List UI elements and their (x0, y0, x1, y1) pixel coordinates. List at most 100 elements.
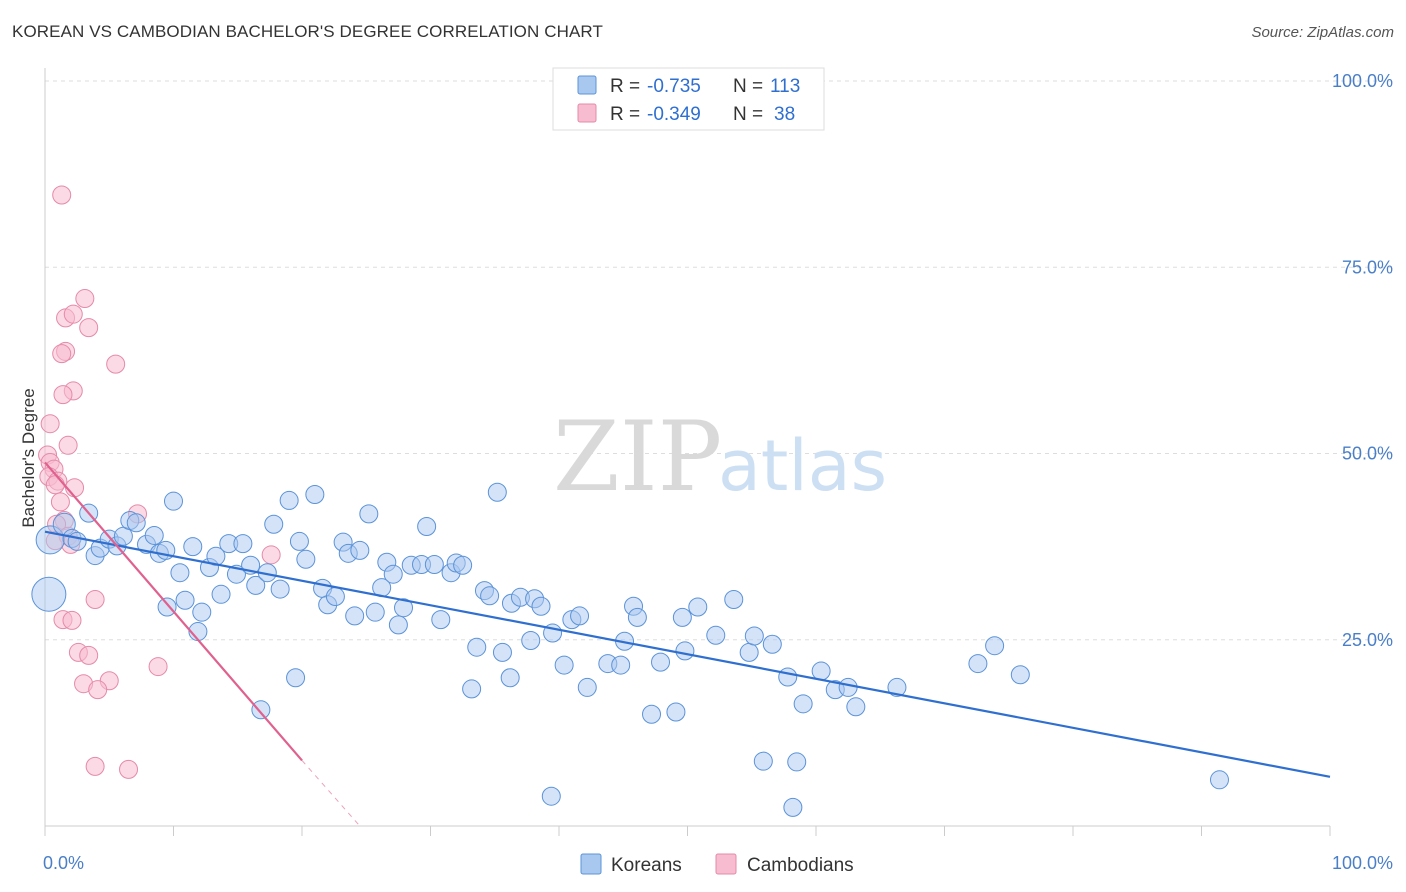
korean-point-20 (175, 590, 195, 610)
chart-source: Source: ZipAtlas.com (1251, 24, 1394, 41)
korean-point-68 (492, 642, 512, 662)
korean-point-19 (170, 563, 190, 583)
korean-point-54 (394, 598, 414, 618)
korean-point-67 (487, 482, 507, 502)
bottom-legend-korean-swatch (580, 853, 602, 875)
korean-point-97 (762, 634, 782, 654)
legend-cambodian-n-value: 38 (774, 104, 795, 125)
cambodian-point-7 (106, 354, 126, 374)
cambodian-point-26 (261, 545, 281, 565)
korean-point-80 (577, 677, 597, 697)
korean-point-39 (296, 549, 316, 569)
korean-point-87 (651, 652, 671, 672)
legend-korean-n-value: 113 (770, 76, 800, 97)
bottom-legend-cambodian-swatch (715, 853, 737, 875)
korean-point-32 (251, 700, 271, 720)
korean-point-46 (345, 606, 365, 626)
trend-lines (44, 461, 1331, 827)
cambodian-point-29 (62, 610, 82, 630)
cambodian-point-9 (53, 385, 73, 405)
korean-point-104 (838, 677, 858, 697)
korean-point-82 (611, 655, 631, 675)
y-tick-label-2: 75.0% (1342, 257, 1393, 277)
korean-point-40 (305, 484, 325, 504)
korean-point-79 (570, 606, 590, 626)
bottom-legend-cambodian-label: Cambodians (747, 855, 854, 876)
korean-point-98 (778, 667, 798, 687)
korean-point-62 (453, 555, 473, 575)
korean-point-48 (359, 504, 379, 524)
legend-korean-n-label: N = (733, 76, 763, 97)
cambodian-point-37 (119, 759, 139, 779)
korean-point-47 (350, 540, 370, 560)
korean-point-89 (672, 607, 692, 627)
cambodian-point-17 (45, 475, 65, 495)
korean-point-58 (424, 555, 444, 575)
korean-point-109 (1010, 665, 1030, 685)
korean-point-108 (985, 636, 1005, 656)
legend-korean-r-value: -0.735 (647, 76, 701, 97)
korean-point-93 (724, 590, 744, 610)
legend-cambodian-r-value: -0.349 (647, 104, 701, 125)
korean-point-85 (627, 607, 647, 627)
korean-point-1 (31, 576, 67, 612)
y-tick-label-0: 25.0% (1342, 630, 1393, 650)
korean-point-107 (968, 654, 988, 674)
korean-point-34 (264, 514, 284, 534)
cambodian-point-0 (52, 185, 72, 205)
korean-point-102 (811, 661, 831, 681)
cambodian-point-1 (75, 289, 95, 309)
cambodian-trend-extension (301, 760, 361, 827)
korean-point-18 (164, 491, 183, 511)
cambodian-trend-line (44, 461, 303, 762)
watermark-zip: ZIP (553, 401, 722, 513)
y-axis-label: Bachelor's Degree (19, 388, 38, 527)
bottom-legend: Koreans Cambodians (580, 853, 854, 876)
korean-point-35 (270, 579, 290, 599)
korean-point-53 (388, 615, 408, 635)
korean-point-21 (183, 537, 203, 557)
korean-point-43 (325, 587, 345, 607)
korean-trend-line (44, 530, 1331, 778)
korean-point-77 (554, 655, 574, 675)
top-legend: R = -0.735 N = 113 R = -0.349 N = 38 (552, 67, 825, 131)
korean-point-105 (846, 697, 866, 717)
x-tick-label-1: 100.0% (1332, 853, 1393, 873)
legend-korean-r-label: R = (610, 76, 640, 97)
cambodian-point-10 (40, 414, 60, 434)
korean-point-75 (541, 786, 561, 806)
watermark: ZIP atlas (553, 401, 887, 513)
korean-point-101 (793, 694, 813, 714)
legend-korean-swatch (577, 75, 597, 95)
x-tick-label-0: 0.0% (43, 853, 84, 873)
korean-point-106 (887, 677, 907, 697)
korean-point-57 (417, 517, 437, 537)
korean-points (31, 482, 1229, 817)
y-tick-labels: 25.0% 50.0% 75.0% 100.0% (1332, 71, 1393, 650)
watermark-atlas: atlas (718, 425, 887, 507)
cambodian-points (38, 185, 281, 779)
x-tick-labels: 0.0% 100.0% (43, 853, 1393, 873)
korean-point-90 (675, 641, 695, 661)
bottom-legend-korean-label: Koreans (611, 855, 682, 876)
korean-point-26 (211, 584, 231, 604)
korean-point-14 (144, 525, 164, 545)
korean-point-86 (642, 704, 662, 724)
cambodian-point-4 (79, 318, 99, 338)
korean-point-69 (500, 668, 520, 688)
cambodian-point-27 (85, 590, 105, 610)
cambodian-point-32 (148, 657, 168, 677)
cambodian-point-19 (50, 492, 70, 512)
korean-point-23 (192, 602, 212, 622)
korean-point-4 (67, 531, 87, 551)
y-tick-label-3: 100.0% (1332, 71, 1393, 91)
korean-point-74 (531, 596, 551, 616)
korean-point-64 (467, 637, 487, 657)
legend-cambodian-swatch (577, 103, 597, 123)
legend-box (552, 67, 825, 131)
legend-cambodian-n-label: N = (733, 104, 763, 125)
legend-cambodian-r-label: R = (610, 104, 640, 125)
korean-point-63 (462, 679, 482, 699)
grid-lines (45, 80, 1392, 641)
